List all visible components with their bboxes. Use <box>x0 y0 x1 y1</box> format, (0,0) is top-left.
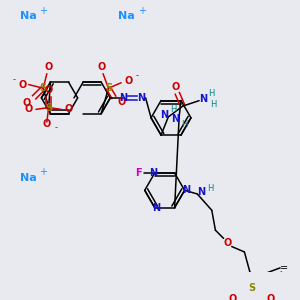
Text: O: O <box>25 104 33 114</box>
Text: N: N <box>160 110 169 120</box>
Text: O: O <box>117 97 125 107</box>
Text: -: - <box>136 71 139 80</box>
Text: Na: Na <box>118 11 135 21</box>
Text: N: N <box>172 114 180 124</box>
Text: N: N <box>149 168 157 178</box>
Text: O: O <box>229 294 237 300</box>
Text: O: O <box>267 294 275 300</box>
Text: S: S <box>40 83 47 93</box>
Text: O: O <box>23 98 31 108</box>
Text: S: S <box>45 103 52 112</box>
Text: H: H <box>170 105 177 114</box>
Text: -: - <box>54 123 57 132</box>
Text: F: F <box>135 168 142 178</box>
Text: N: N <box>137 93 145 103</box>
Text: H: H <box>182 120 188 129</box>
Text: N: N <box>152 202 160 213</box>
Text: +: + <box>39 6 47 16</box>
Text: -: - <box>13 76 16 85</box>
Text: Na: Na <box>20 11 37 21</box>
Text: N: N <box>197 187 205 197</box>
Text: N: N <box>182 185 190 195</box>
Text: N: N <box>119 93 127 103</box>
Text: H: H <box>208 89 215 98</box>
Text: O: O <box>64 104 73 114</box>
Text: S: S <box>105 83 112 93</box>
Text: O: O <box>171 82 180 92</box>
Text: O: O <box>97 62 105 72</box>
Text: O: O <box>224 238 232 248</box>
Text: +: + <box>39 167 47 177</box>
Text: O: O <box>43 119 51 129</box>
Text: H: H <box>210 100 217 109</box>
Text: N: N <box>199 94 207 104</box>
Text: =: = <box>280 263 288 273</box>
Text: +: + <box>138 6 146 16</box>
Text: O: O <box>18 80 26 90</box>
Text: Na: Na <box>20 172 37 183</box>
Text: O: O <box>44 62 53 72</box>
Text: O: O <box>124 76 133 86</box>
Text: H: H <box>207 184 213 193</box>
Text: O: O <box>44 85 53 95</box>
Text: S: S <box>248 283 255 293</box>
